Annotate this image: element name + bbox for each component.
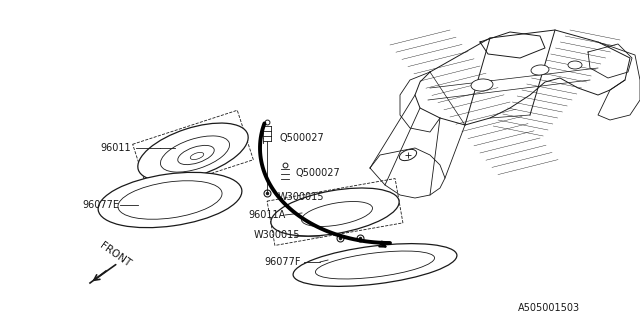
Text: Q500027: Q500027 — [280, 133, 324, 143]
Bar — [267, 179, 403, 245]
Bar — [132, 110, 253, 194]
Ellipse shape — [293, 244, 457, 286]
Ellipse shape — [271, 188, 399, 236]
Ellipse shape — [399, 149, 417, 161]
Ellipse shape — [138, 123, 248, 181]
Ellipse shape — [190, 152, 204, 160]
Text: W300015: W300015 — [278, 192, 324, 202]
Text: 96011: 96011 — [100, 143, 131, 153]
Ellipse shape — [471, 79, 493, 91]
Ellipse shape — [178, 145, 214, 164]
Text: 96011A: 96011A — [248, 210, 285, 220]
Text: 96077F: 96077F — [264, 257, 301, 267]
Ellipse shape — [531, 65, 549, 75]
Ellipse shape — [161, 136, 230, 172]
Text: Q500027: Q500027 — [296, 168, 340, 178]
Ellipse shape — [301, 202, 372, 227]
Ellipse shape — [98, 172, 242, 228]
Ellipse shape — [316, 251, 435, 279]
Ellipse shape — [568, 61, 582, 69]
Text: FRONT: FRONT — [98, 241, 132, 269]
Text: A505001503: A505001503 — [518, 303, 580, 313]
Text: 96077E: 96077E — [82, 200, 119, 210]
Text: W300015: W300015 — [254, 230, 301, 240]
Ellipse shape — [118, 181, 222, 219]
